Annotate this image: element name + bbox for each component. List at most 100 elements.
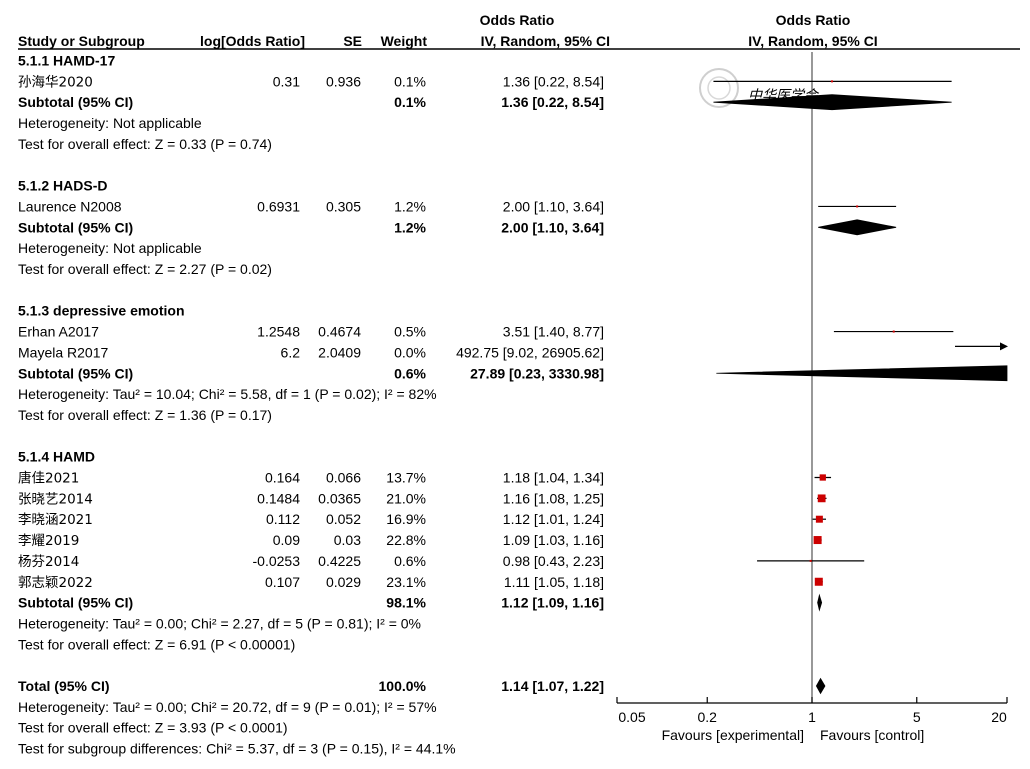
weight-value: 21.0% — [386, 490, 426, 506]
table-row: Test for overall effect: Z = 3.93 (P < 0… — [18, 720, 288, 736]
tick-label: 0.05 — [618, 709, 645, 725]
logor-value: 6.2 — [281, 344, 301, 360]
table-row: Test for overall effect: Z = 0.33 (P = 0… — [18, 136, 272, 152]
stat-text: Test for overall effect: Z = 3.93 (P < 0… — [18, 720, 288, 736]
ci-value: 1.36 [0.22, 8.54] — [503, 73, 604, 89]
header-plot: IV, Random, 95% CI — [748, 33, 877, 49]
table-row: 郭志颖2022 0.107 0.029 23.1% 1.11 [1.05, 1.18] — [18, 574, 604, 591]
study-marker — [892, 330, 895, 333]
table-row: Test for overall effect: Z = 1.36 (P = 0… — [18, 407, 272, 423]
se-value: 0.936 — [326, 73, 361, 89]
table-row: Mayela R2017 6.2 2.0409 0.0% 492.75 [9.02, 2… — [18, 344, 604, 360]
stat-text: Heterogeneity: Tau² = 10.04; Chi² = 5.58… — [18, 386, 437, 402]
study-marker — [819, 474, 826, 481]
header-ci-top: Odds Ratio — [480, 12, 555, 28]
logor-value: 0.164 — [265, 470, 300, 486]
subtotal-diamond — [818, 219, 897, 236]
subtotal-diamond — [817, 593, 823, 612]
ci-arrow-icon — [1000, 342, 1008, 351]
logor-value: 0.107 — [265, 574, 300, 590]
table-row: Test for subgroup differences: Chi² = 5.… — [18, 741, 456, 757]
header-se: SE — [343, 33, 362, 49]
weight-value: 22.8% — [386, 532, 426, 548]
table-row: 5.1.1 HAMD-17 — [18, 53, 115, 69]
se-value: 0.029 — [326, 574, 361, 590]
table-row: Heterogeneity: Not applicable — [18, 115, 202, 131]
study-marker — [814, 577, 823, 586]
stat-text: Test for overall effect: Z = 0.33 (P = 0… — [18, 136, 272, 152]
table-row: 孙海华2020 0.31 0.936 0.1% 1.36 [0.22, 8.54] — [18, 73, 604, 90]
ci-value: 27.89 [0.23, 3330.98] — [470, 365, 604, 381]
study-label: Laurence N2008 — [18, 198, 122, 214]
logor-value: 0.09 — [273, 532, 300, 548]
group-label: 5.1.4 HAMD — [18, 449, 95, 465]
weight-value: 1.2% — [394, 219, 426, 235]
stat-text: Heterogeneity: Tau² = 0.00; Chi² = 2.27,… — [18, 615, 421, 631]
tick-label: 0.2 — [698, 709, 718, 725]
study-marker — [815, 515, 823, 523]
stat-text: Heterogeneity: Not applicable — [18, 115, 202, 131]
table-row: 李晓涵2021 0.112 0.052 16.9% 1.12 [1.01, 1.24] — [18, 511, 604, 528]
study-label: 孙海华2020 — [18, 74, 93, 90]
header-study: Study or Subgroup — [18, 33, 145, 49]
summary-label: Subtotal (95% CI) — [18, 94, 133, 110]
table-row: 5.1.2 HADS-D — [18, 178, 107, 194]
study-marker — [813, 536, 822, 545]
ci-value: 1.36 [0.22, 8.54] — [501, 94, 604, 110]
table-row: Laurence N2008 0.6931 0.305 1.2% 2.00 [1.10,… — [18, 198, 604, 214]
table-row: Subtotal (95% CI) 98.1% 1.12 [1.09, 1.16] — [18, 595, 604, 611]
se-value: 0.0365 — [318, 490, 361, 506]
tick-label: 5 — [913, 709, 921, 725]
group-label: 5.1.3 depressive emotion — [18, 303, 185, 319]
weight-value: 0.0% — [394, 344, 426, 360]
ci-value: 2.00 [1.10, 3.64] — [503, 198, 604, 214]
study-marker — [817, 494, 826, 503]
se-value: 2.0409 — [318, 344, 361, 360]
ci-value: 1.12 [1.09, 1.16] — [501, 595, 604, 611]
summary-label: Subtotal (95% CI) — [18, 219, 133, 235]
study-label: 郭志颖2022 — [18, 574, 93, 591]
ci-value: 2.00 [1.10, 3.64] — [501, 219, 604, 235]
table-row: Test for overall effect: Z = 2.27 (P = 0… — [18, 261, 272, 277]
watermark-seal-icon — [699, 68, 739, 108]
logor-value: 0.31 — [273, 73, 300, 89]
group-label: 5.1.2 HADS-D — [18, 178, 107, 194]
total-diamond — [815, 677, 826, 695]
ci-value: 1.09 [1.03, 1.16] — [503, 532, 604, 548]
table-row: Test for overall effect: Z = 6.91 (P < 0… — [18, 636, 295, 652]
stat-text: Heterogeneity: Not applicable — [18, 240, 202, 256]
weight-value: 16.9% — [386, 511, 426, 527]
table-row: 5.1.4 HAMD — [18, 449, 95, 465]
study-marker — [831, 80, 834, 83]
stat-text: Test for overall effect: Z = 2.27 (P = 0… — [18, 261, 272, 277]
se-value: 0.03 — [334, 532, 361, 548]
se-value: 0.052 — [326, 511, 361, 527]
favours-right-label: Favours [control] — [820, 727, 924, 743]
logor-value: 1.2548 — [257, 324, 300, 340]
table-header: Odds Ratio Odds Ratio Study or Subgroup … — [18, 12, 1020, 50]
plot-area — [713, 52, 1008, 703]
weight-value: 1.2% — [394, 198, 426, 214]
weight-value: 98.1% — [386, 595, 426, 611]
weight-value: 100.0% — [379, 678, 427, 694]
summary-label: Subtotal (95% CI) — [18, 365, 133, 381]
ci-value: 492.75 [9.02, 26905.62] — [456, 344, 604, 360]
study-label: 李晓涵2021 — [18, 512, 93, 528]
se-value: 0.066 — [326, 470, 361, 486]
table-row: 5.1.3 depressive emotion — [18, 303, 185, 319]
weight-value: 0.5% — [394, 324, 426, 340]
ci-value: 1.18 [1.04, 1.34] — [503, 470, 604, 486]
ci-value: 0.98 [0.43, 2.23] — [503, 553, 604, 569]
header-weight: Weight — [381, 33, 428, 49]
table-row: Erhan A2017 1.2548 0.4674 0.5% 3.51 [1.40, 8… — [18, 324, 604, 340]
stat-text: Heterogeneity: Tau² = 0.00; Chi² = 20.72… — [18, 699, 437, 715]
study-label: 李耀2019 — [18, 533, 79, 549]
logor-value: -0.0253 — [253, 553, 301, 569]
header-plot-top: Odds Ratio — [776, 12, 851, 28]
group-label: 5.1.1 HAMD-17 — [18, 53, 115, 69]
table-row: Heterogeneity: Tau² = 0.00; Chi² = 20.72… — [18, 699, 437, 715]
weight-value: 0.6% — [394, 365, 426, 381]
weight-value: 0.1% — [394, 94, 426, 110]
ci-value: 1.11 [1.05, 1.18] — [504, 574, 604, 590]
